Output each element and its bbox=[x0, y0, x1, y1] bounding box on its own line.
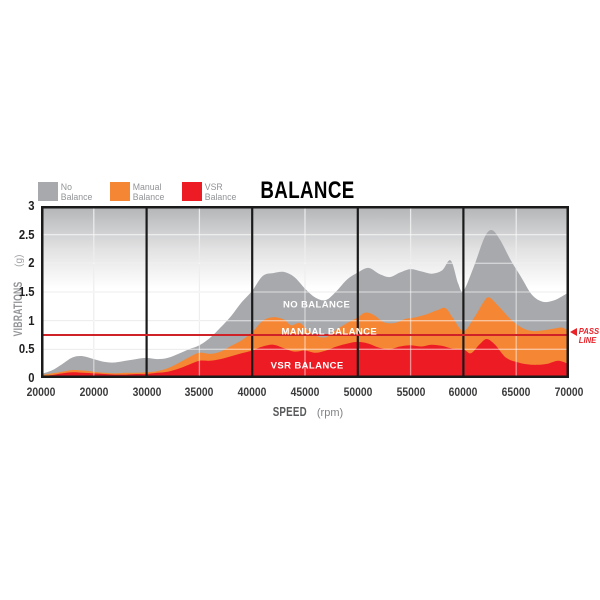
x-axis-unit: (rpm) bbox=[316, 407, 344, 419]
y-tick-label: 2.5 bbox=[18, 227, 35, 242]
legend-label: VSR Balance bbox=[204, 182, 237, 203]
no-balance-swatch bbox=[38, 182, 58, 201]
x-tick-label: 20000 bbox=[79, 387, 109, 399]
x-tick-label: 40000 bbox=[237, 387, 267, 399]
in-chart-label-vsr-balance: VSR BALANCE bbox=[271, 360, 344, 371]
x-tick-label: 60000 bbox=[448, 387, 478, 399]
legend-label: Manual Balance bbox=[132, 182, 165, 203]
in-chart-label-manual-balance: MANUAL BALANCE bbox=[281, 326, 377, 337]
x-tick-label: 70000 bbox=[554, 387, 584, 399]
x-tick-label: 30000 bbox=[132, 387, 161, 399]
pass-line-arrow-icon bbox=[570, 328, 577, 336]
plot-border bbox=[41, 206, 569, 378]
plot-area: NO BALANCE MANUAL BALANCE VSR BALANCE bbox=[41, 206, 569, 378]
y-tick-label: 0 bbox=[28, 371, 35, 386]
x-tick-label: 50000 bbox=[343, 387, 373, 399]
vsr-balance-swatch bbox=[182, 182, 202, 201]
x-tick-label: 45000 bbox=[290, 387, 320, 399]
y-tick-label: 3 bbox=[28, 199, 35, 213]
legend-item-manual-balance: Manual Balance bbox=[110, 182, 167, 202]
x-axis-title-text: SPEED bbox=[272, 404, 307, 419]
legend-item-vsr-balance: VSR Balance bbox=[182, 182, 239, 202]
pass-line-label: PASS LINE bbox=[578, 326, 600, 345]
manual-balance-swatch bbox=[110, 182, 130, 201]
y-tick-label: 2 bbox=[28, 256, 35, 271]
y-tick-label: 1 bbox=[28, 313, 35, 328]
chart-title: BALANCE bbox=[260, 177, 355, 204]
x-tick-label: 65000 bbox=[501, 387, 531, 399]
legend-label: No Balance bbox=[60, 182, 93, 203]
pass-line-annotation: PASS LINE bbox=[570, 327, 600, 344]
in-chart-label-no-balance: NO BALANCE bbox=[283, 300, 350, 311]
y-tick-label: 1.5 bbox=[18, 285, 35, 299]
x-tick-label: 55000 bbox=[396, 387, 425, 399]
x-tick-label: 20000 bbox=[26, 387, 56, 399]
y-tick-label: 0.5 bbox=[18, 342, 35, 357]
x-tick-label: 35000 bbox=[184, 387, 214, 399]
x-axis-title: SPEED (rpm) bbox=[230, 403, 380, 421]
legend-item-no-balance: No Balance bbox=[38, 182, 95, 202]
